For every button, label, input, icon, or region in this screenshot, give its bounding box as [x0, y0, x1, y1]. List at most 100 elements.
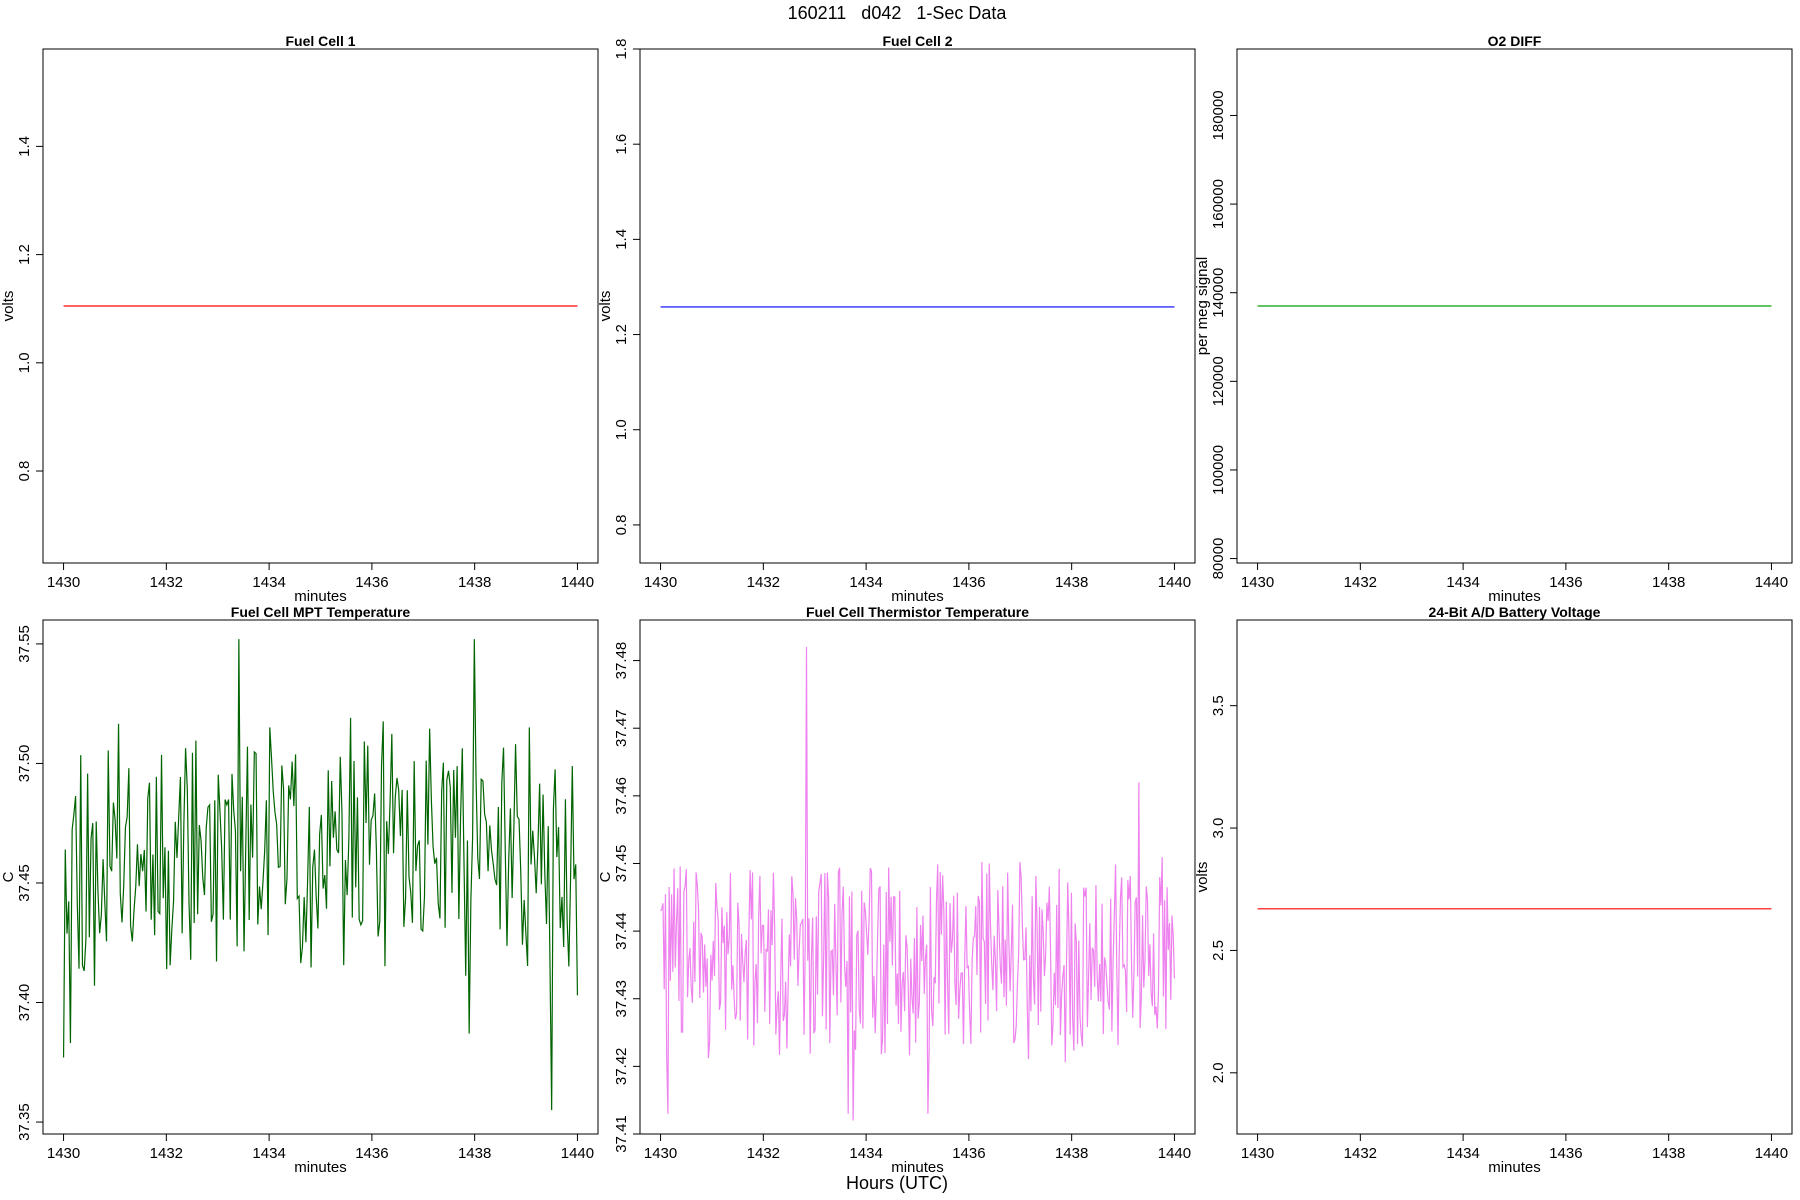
x-tick-label: 1430 — [1241, 574, 1274, 591]
y-tick-label: 1.6 — [613, 134, 630, 155]
x-axis-label: minutes — [294, 1159, 347, 1176]
x-tick-label: 1438 — [1652, 1145, 1685, 1162]
series-line — [62, 639, 579, 1111]
panel-title: 24-Bit A/D Battery Voltage — [1429, 604, 1601, 620]
y-tick-label: 1.4 — [613, 229, 630, 250]
y-tick-label: 1.0 — [613, 419, 630, 440]
y-tick-label: 0.8 — [16, 461, 33, 482]
x-tick-label: 1436 — [355, 1145, 388, 1162]
x-tick-label: 1440 — [1158, 1145, 1191, 1162]
panel-1: Fuel Cell 1 1430 1432 1434 1436 1438 1440 minut… — [0, 33, 599, 605]
x-tick-label: 1434 — [849, 1145, 882, 1162]
y-tick-label: 2.0 — [1210, 1062, 1227, 1083]
x-tick-label: 1438 — [1055, 1145, 1088, 1162]
x-tick-label: 1432 — [1344, 1145, 1377, 1162]
plot-frame — [42, 619, 599, 1135]
y-tick-label: 37.45 — [613, 845, 630, 883]
x-tick-label: 1434 — [252, 1145, 285, 1162]
y-tick-label: 37.41 — [613, 1115, 630, 1153]
y-tick-label: 2.5 — [1210, 940, 1227, 961]
x-tick-label: 1438 — [1055, 574, 1088, 591]
y-tick-label: 37.40 — [16, 984, 33, 1022]
panel-2: Fuel Cell 2 1430 1432 1434 1436 1438 1440 minut… — [597, 33, 1196, 605]
x-tick-label: 1440 — [1158, 574, 1191, 591]
y-tick-label: 1.0 — [16, 352, 33, 373]
panel-title: Fuel Cell MPT Temperature — [231, 604, 411, 620]
series-line — [660, 647, 1176, 1121]
panel-6: 24-Bit A/D Battery Voltage 1430 1432 1434 14… — [1194, 604, 1793, 1176]
x-axis-label: minutes — [891, 588, 944, 605]
plot-frame — [1236, 619, 1793, 1135]
x-tick-label: 1438 — [1652, 574, 1685, 591]
x-tick-label: 1438 — [458, 574, 491, 591]
x-tick-label: 1438 — [458, 1145, 491, 1162]
y-tick-label: 1.2 — [16, 244, 33, 265]
panel-title: Fuel Cell Thermistor Temperature — [806, 604, 1029, 620]
x-tick-label: 1432 — [747, 1145, 780, 1162]
x-axis-label: minutes — [1488, 1159, 1541, 1176]
x-axis-label: minutes — [294, 588, 347, 605]
x-tick-label: 1432 — [150, 1145, 183, 1162]
x-tick-label: 1440 — [1755, 574, 1788, 591]
panel-3: O2 DIFF 1430 1432 1434 1436 1438 1440 minutes 80… — [1194, 33, 1793, 605]
x-tick-label: 1436 — [355, 574, 388, 591]
plot-frame — [639, 48, 1196, 564]
plot-frame — [639, 619, 1196, 1135]
x-tick-label: 1434 — [1446, 1145, 1479, 1162]
x-tick-label: 1430 — [1241, 1145, 1274, 1162]
x-tick-label: 1432 — [1344, 574, 1377, 591]
y-axis-label: per meg signal — [1194, 257, 1211, 355]
x-tick-label: 1436 — [952, 574, 985, 591]
y-axis-label: volts — [0, 291, 17, 322]
x-tick-label: 1440 — [1755, 1145, 1788, 1162]
panel-title: O2 DIFF — [1488, 33, 1542, 49]
y-tick-label: 1.8 — [613, 39, 630, 60]
y-tick-label: 80000 — [1210, 538, 1227, 580]
x-tick-label: 1430 — [47, 574, 80, 591]
y-tick-label: 120000 — [1210, 356, 1227, 406]
y-tick-label: 37.46 — [613, 777, 630, 815]
x-tick-label: 1434 — [252, 574, 285, 591]
x-tick-label: 1440 — [561, 574, 594, 591]
panel-title: Fuel Cell 2 — [882, 33, 952, 49]
y-tick-label: 37.35 — [16, 1103, 33, 1141]
y-axis-label: C — [0, 871, 17, 882]
x-tick-label: 1440 — [561, 1145, 594, 1162]
y-axis-label: C — [597, 871, 614, 882]
x-tick-label: 1432 — [150, 574, 183, 591]
x-tick-label: 1436 — [1549, 574, 1582, 591]
x-tick-label: 1430 — [644, 1145, 677, 1162]
x-tick-label: 1430 — [644, 574, 677, 591]
panel-title: Fuel Cell 1 — [285, 33, 355, 49]
y-axis-label: volts — [1194, 862, 1211, 893]
x-tick-label: 1436 — [1549, 1145, 1582, 1162]
panel-4: Fuel Cell MPT Temperature 1430 1432 1434 143… — [0, 604, 599, 1176]
x-tick-label: 1430 — [47, 1145, 80, 1162]
y-tick-label: 37.55 — [16, 625, 33, 663]
y-tick-label: 37.50 — [16, 745, 33, 783]
y-tick-label: 37.42 — [613, 1048, 630, 1086]
x-axis-label: minutes — [891, 1159, 944, 1176]
y-tick-label: 37.48 — [613, 642, 630, 680]
figure-title: 160211 d042 1-Sec Data — [788, 3, 1008, 23]
plot-frame — [42, 48, 599, 564]
panels: Fuel Cell 1 1430 1432 1434 1436 1438 1440 minut… — [0, 33, 1793, 1176]
y-tick-label: 1.4 — [16, 136, 33, 157]
y-tick-label: 37.47 — [613, 709, 630, 747]
panel-5: Fuel Cell Thermistor Temperature 1430 1432… — [597, 604, 1196, 1176]
y-tick-label: 100000 — [1210, 445, 1227, 495]
y-axis-label: volts — [597, 291, 614, 322]
y-tick-label: 140000 — [1210, 268, 1227, 318]
x-tick-label: 1436 — [952, 1145, 985, 1162]
y-tick-label: 3.0 — [1210, 818, 1227, 839]
x-tick-label: 1432 — [747, 574, 780, 591]
y-tick-label: 3.5 — [1210, 695, 1227, 716]
x-axis-label: minutes — [1488, 588, 1541, 605]
x-tick-label: 1434 — [849, 574, 882, 591]
y-tick-label: 160000 — [1210, 179, 1227, 229]
y-tick-label: 37.43 — [613, 980, 630, 1018]
x-tick-label: 1434 — [1446, 574, 1479, 591]
y-tick-label: 37.45 — [16, 864, 33, 902]
